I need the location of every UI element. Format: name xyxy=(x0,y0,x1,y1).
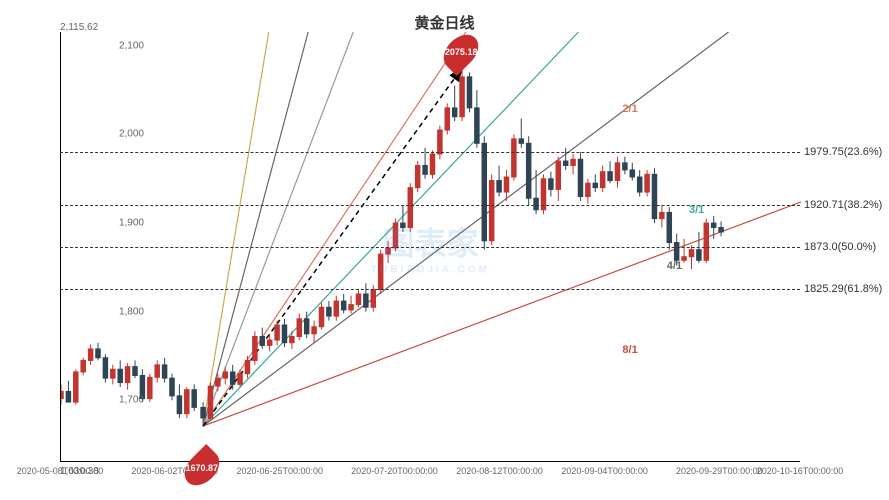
chart-container: 黄金日线 2,115.62 1,630.38 图表家 TUBIAOJIA.COM xyxy=(0,0,889,500)
fib-label: 1979.75(23.6%) xyxy=(804,146,882,158)
fib-label: 1873.0(50.0%) xyxy=(804,241,876,253)
fan-label: 2/1 xyxy=(622,103,637,115)
fan-label: 4/1 xyxy=(667,260,682,272)
y-tick-label: 2,100 xyxy=(119,40,144,51)
chart-title: 黄金日线 xyxy=(414,12,474,33)
y-tick-label: 1,900 xyxy=(119,218,144,229)
fib-line xyxy=(60,289,800,290)
x-tick-label: 2020-10-16T00:00:00 xyxy=(757,466,844,476)
y-tick-label: 2,000 xyxy=(119,129,144,140)
fan-label: 8/1 xyxy=(622,344,637,356)
x-tick-label: 2020-07-20T00:00:00 xyxy=(351,466,438,476)
x-tick-label: 2020-09-04T00:00:00 xyxy=(561,466,648,476)
fib-line xyxy=(60,247,800,248)
x-tick-label: 2020-09-29T00:00:00 xyxy=(676,466,763,476)
fib-label: 1825.29(61.8%) xyxy=(804,283,882,295)
fib-line xyxy=(60,152,800,153)
y-tick-label: 1,700 xyxy=(119,395,144,406)
fib-label: 1920.71(38.2%) xyxy=(804,199,882,211)
y-tick-label: 1,800 xyxy=(119,306,144,317)
fan-label: 3/1 xyxy=(689,204,704,216)
x-tick-label: 2020-05-08T00:00:00 xyxy=(17,466,104,476)
x-tick-label: 2020-08-12T00:00:00 xyxy=(456,466,543,476)
x-tick-label: 2020-06-25T00:00:00 xyxy=(236,466,323,476)
